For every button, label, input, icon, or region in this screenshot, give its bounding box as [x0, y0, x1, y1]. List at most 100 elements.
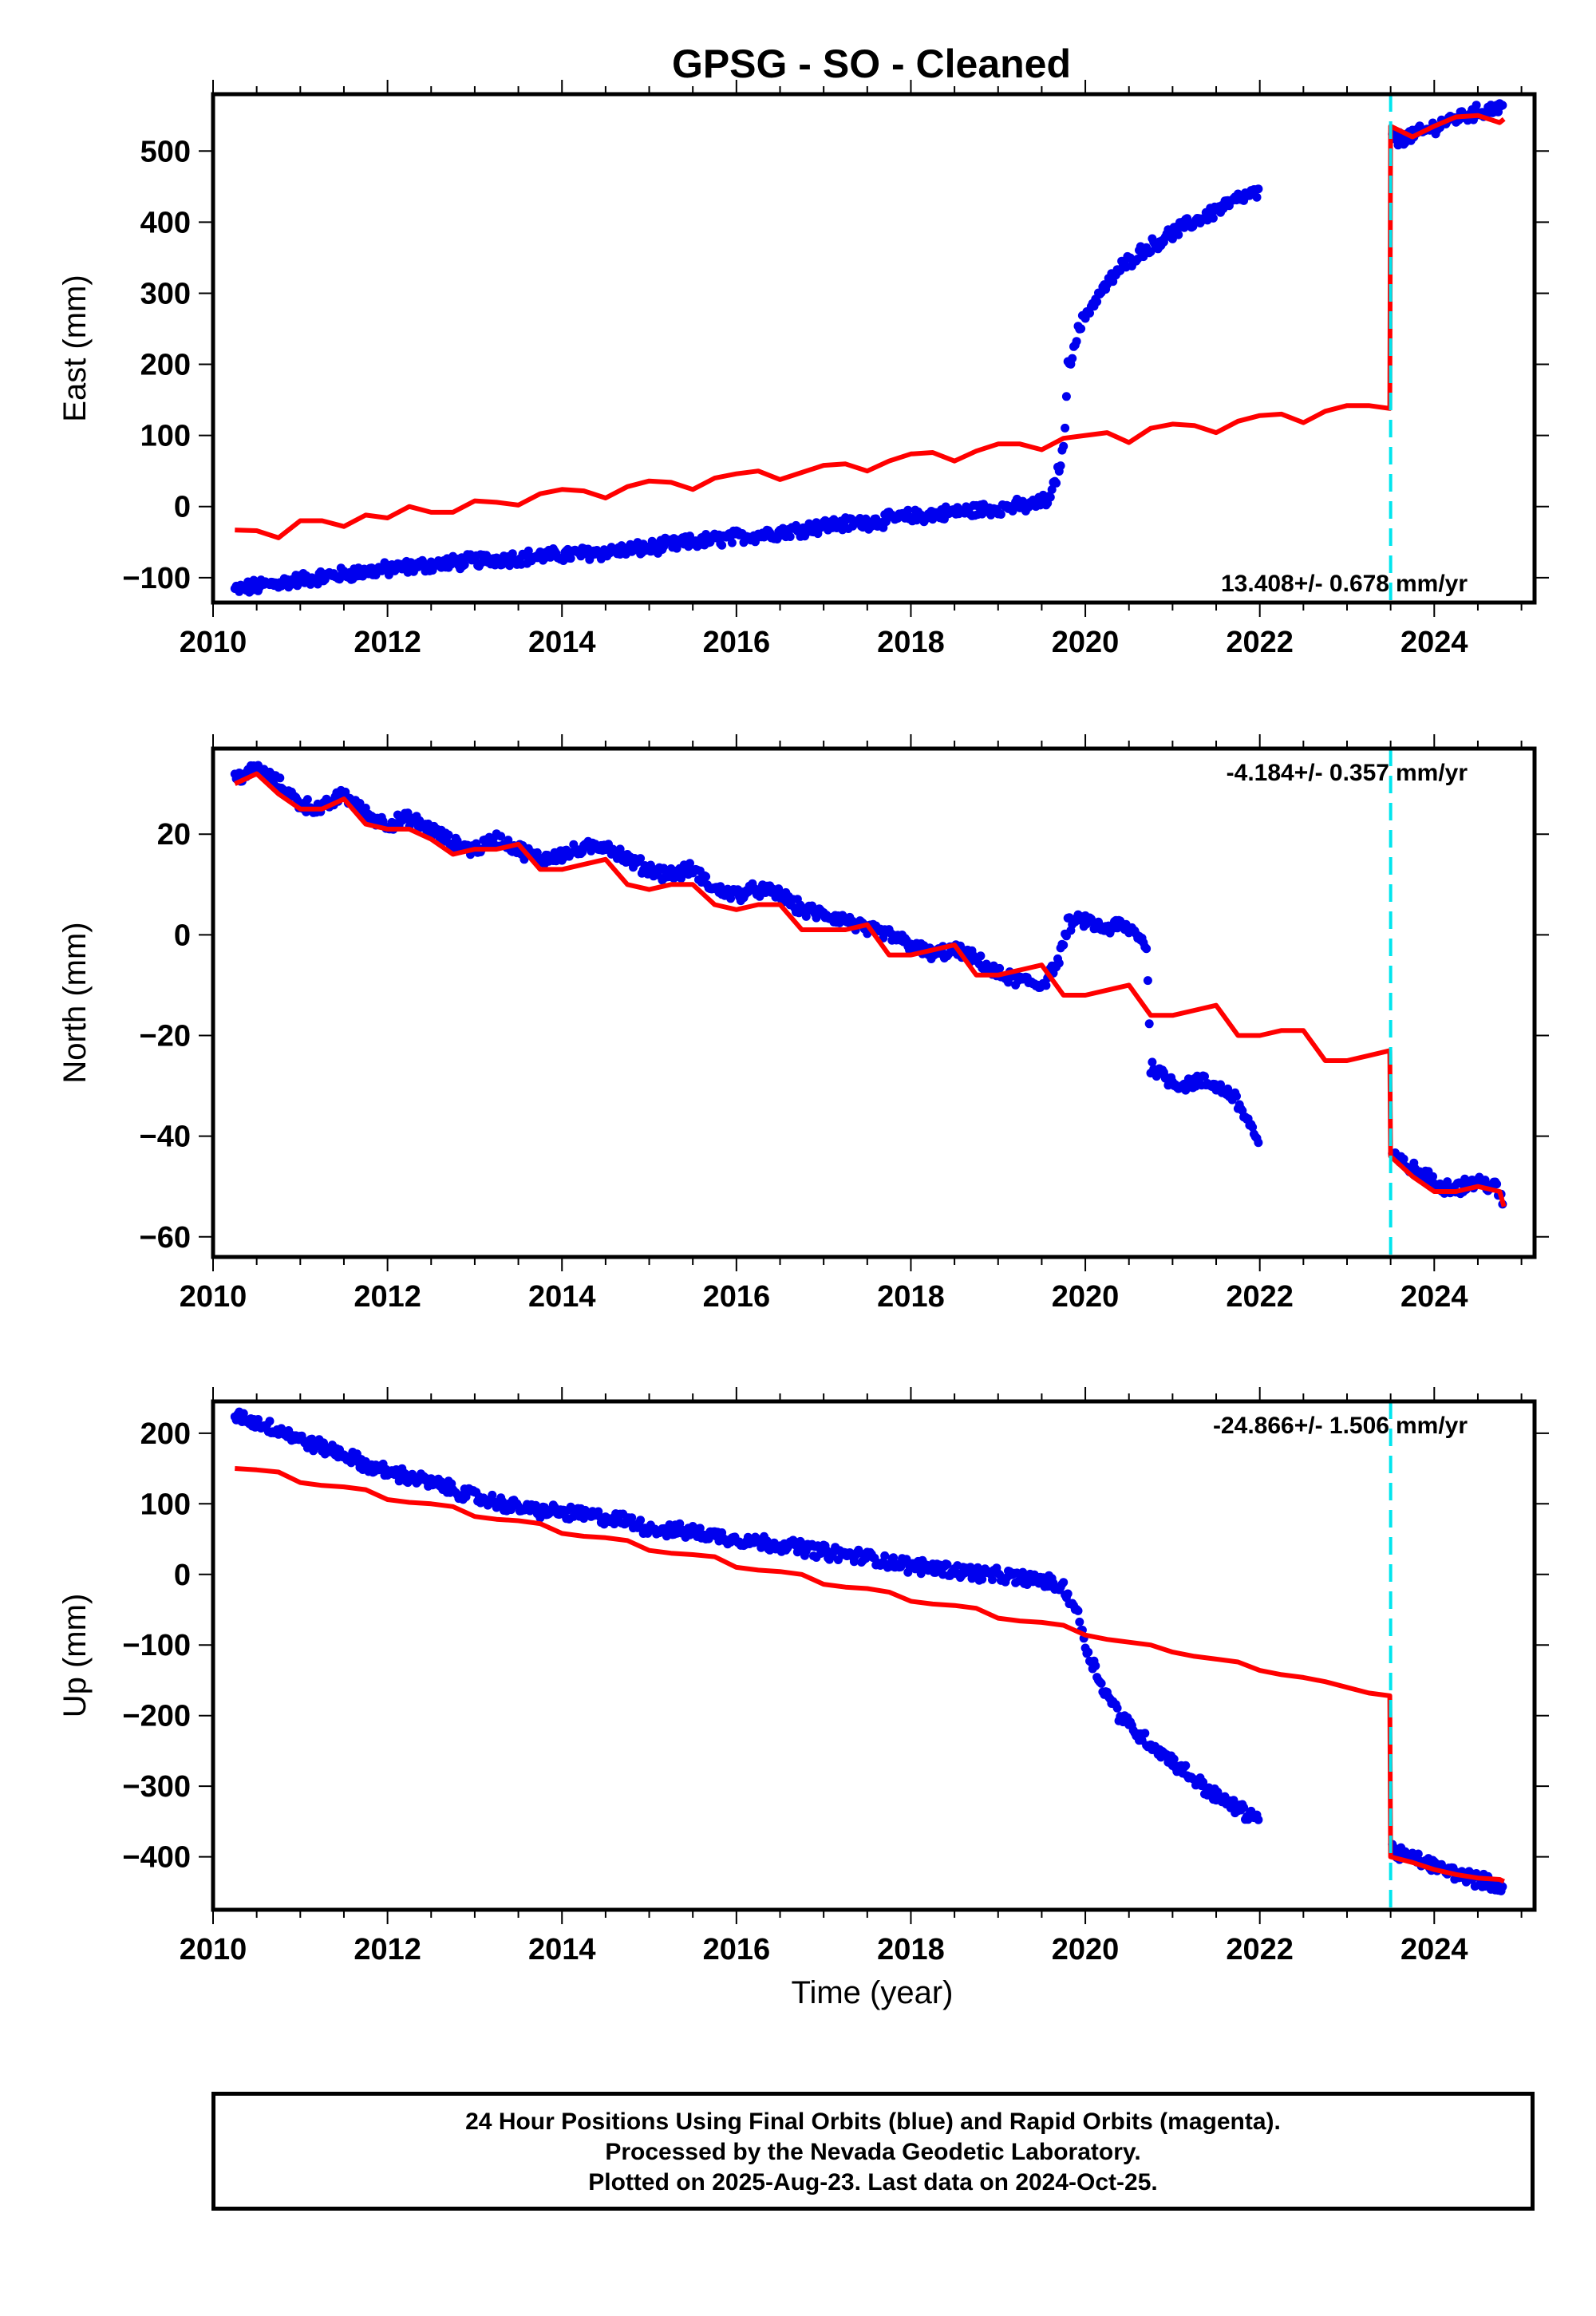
- up-x-tick-label: 2022: [1226, 1933, 1294, 1966]
- east-y-tick-label: 100: [140, 420, 191, 453]
- x-axis-label: Time (year): [792, 1975, 954, 2010]
- up-data-point: [942, 1559, 952, 1569]
- north-data-point: [677, 874, 686, 883]
- up-data-point: [1181, 1761, 1191, 1770]
- up-y-tick-label: 0: [174, 1559, 191, 1592]
- east-data-point: [727, 538, 737, 547]
- figure-title: GPSG - SO - Cleaned: [672, 41, 1071, 86]
- up-x-tick-label: 2016: [703, 1933, 771, 1966]
- north-y-tick-label: −20: [140, 1019, 191, 1053]
- east-data-point: [1472, 101, 1481, 110]
- east-x-tick-label: 2024: [1400, 626, 1468, 659]
- up-data-point: [1084, 1647, 1093, 1657]
- north-x-tick-label: 2018: [877, 1280, 945, 1314]
- up-data-point: [1018, 1567, 1028, 1577]
- up-y-tick-label: −400: [122, 1841, 191, 1875]
- east-data-point: [1056, 461, 1065, 471]
- up-x-tick-label: 2010: [180, 1933, 247, 1966]
- north-data-point: [976, 951, 986, 961]
- panel-north: North (mm) 2010 2012 2014 2016 2018 2020 2022 20…: [57, 734, 1549, 1314]
- up-x-tick-label: 2024: [1400, 1933, 1468, 1966]
- north-data-point: [716, 882, 725, 891]
- up-data-point: [978, 1575, 987, 1584]
- north-y-tick-label: 0: [174, 919, 191, 952]
- north-data-point: [701, 871, 711, 881]
- up-data-point: [1073, 1606, 1083, 1615]
- east-data-point: [1061, 423, 1070, 433]
- up-data-point: [1075, 1617, 1084, 1626]
- up-frame: [211, 1399, 1537, 1912]
- east-x-tick-label: 2014: [528, 626, 596, 659]
- east-data-point: [1061, 392, 1071, 401]
- east-data-point: [1077, 324, 1086, 334]
- up-x-tick-label: 2012: [354, 1933, 421, 1966]
- north-x-tick-label: 2012: [354, 1280, 421, 1314]
- east-x-tick-label: 2020: [1052, 626, 1120, 659]
- north-data-point: [1399, 1154, 1408, 1164]
- up-data-point: [1063, 1589, 1073, 1599]
- east-x-tick-label: 2016: [703, 626, 771, 659]
- north-data-point: [1144, 1019, 1154, 1029]
- north-data-point: [275, 773, 285, 783]
- up-y-axis-label: Up (mm): [57, 1594, 93, 1718]
- north-data-point: [1232, 1092, 1241, 1101]
- up-y-tick-label: −200: [122, 1700, 191, 1733]
- up-data-point: [461, 1492, 471, 1501]
- east-data-point: [1498, 101, 1507, 110]
- north-x-tick-label: 2022: [1226, 1280, 1294, 1314]
- north-data-point: [302, 795, 312, 804]
- north-data-point: [1254, 1138, 1263, 1148]
- east-data-point: [785, 532, 795, 541]
- north-data-point: [1054, 958, 1064, 968]
- east-data-point: [1047, 485, 1057, 494]
- east-data-point: [1052, 478, 1061, 488]
- up-y-tick-label: 100: [140, 1488, 191, 1521]
- north-y-tick-label: −40: [140, 1120, 191, 1154]
- east-y-tick-label: 500: [140, 135, 191, 168]
- up-x-tick-label: 2020: [1052, 1933, 1120, 1966]
- east-data-point: [508, 549, 517, 559]
- north-x-tick-label: 2016: [703, 1280, 771, 1314]
- footer-line-2: Processed by the Nevada Geodetic Laborat…: [605, 2139, 1141, 2165]
- north-rate-value: -4.184+/- 0.357: [1227, 760, 1389, 786]
- east-data-point: [1068, 354, 1077, 363]
- north-data-point: [1142, 944, 1152, 954]
- north-data-point: [1148, 1057, 1157, 1067]
- panel-east: East (mm) 2010 2012 2014 2016 2018 2020 2022 202…: [57, 80, 1549, 659]
- north-y-tick-label: 20: [157, 818, 191, 852]
- north-plot-area: [230, 761, 1507, 1209]
- north-data-point: [1041, 981, 1051, 990]
- north-x-tick-label: 2024: [1400, 1280, 1468, 1314]
- up-data-point: [695, 1524, 705, 1533]
- north-y-axis-label: North (mm): [57, 922, 93, 1083]
- east-model-line: [235, 113, 1506, 540]
- up-x-tick-label: 2018: [877, 1933, 945, 1966]
- north-data-point: [1223, 1084, 1233, 1093]
- up-y-tick-label: −300: [122, 1770, 191, 1804]
- east-y-tick-label: 300: [140, 277, 191, 310]
- east-plot-area: [230, 99, 1507, 597]
- east-x-tick-label: 2010: [180, 626, 247, 659]
- up-data-point: [916, 1569, 926, 1579]
- east-data-point: [1174, 230, 1183, 239]
- up-data-point: [1096, 1678, 1106, 1688]
- up-data-point: [239, 1409, 248, 1418]
- east-data-point: [1072, 337, 1081, 346]
- north-data-point: [1248, 1122, 1258, 1132]
- up-rate-value: -24.866+/- 1.506: [1213, 1413, 1389, 1439]
- up-rate-unit: mm/yr: [1396, 1413, 1468, 1439]
- east-data-point: [1059, 441, 1069, 451]
- north-x-tick-label: 2010: [180, 1280, 247, 1314]
- up-data-point: [1091, 1661, 1100, 1670]
- north-y-tick-label: −60: [140, 1221, 191, 1255]
- up-data-point: [1140, 1729, 1150, 1738]
- up-plot-area: [230, 1407, 1507, 1895]
- up-data-point: [1059, 1578, 1069, 1587]
- up-data-point: [265, 1417, 275, 1426]
- north-data-point: [636, 854, 646, 864]
- up-y-tick-label: −100: [122, 1629, 191, 1662]
- north-rate-unit: mm/yr: [1396, 760, 1468, 786]
- east-data-point: [1092, 297, 1102, 306]
- up-data-point: [1413, 1849, 1423, 1859]
- east-y-axis-label: East (mm): [57, 275, 93, 421]
